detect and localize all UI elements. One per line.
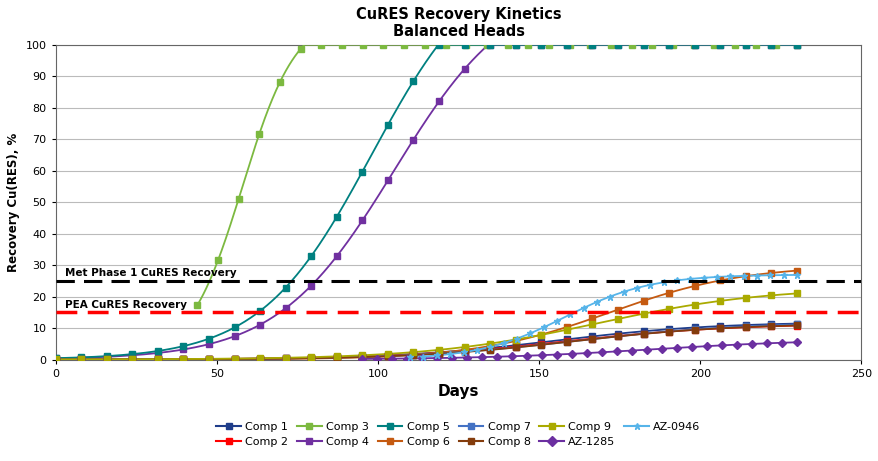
Text: PEA CuRES Recovery: PEA CuRES Recovery xyxy=(65,300,187,310)
Legend: Comp 1, Comp 2, Comp 3, Comp 4, Comp 5, Comp 6, Comp 7, Comp 8, Comp 9, AZ-1285,: Comp 1, Comp 2, Comp 3, Comp 4, Comp 5, … xyxy=(216,422,700,447)
Text: Met Phase 1 CuRES Recovery: Met Phase 1 CuRES Recovery xyxy=(65,268,236,278)
Title: CuRES Recovery Kinetics
Balanced Heads: CuRES Recovery Kinetics Balanced Heads xyxy=(356,7,561,39)
Y-axis label: Recovery Cu(RES), %: Recovery Cu(RES), % xyxy=(7,132,20,272)
X-axis label: Days: Days xyxy=(437,384,479,399)
